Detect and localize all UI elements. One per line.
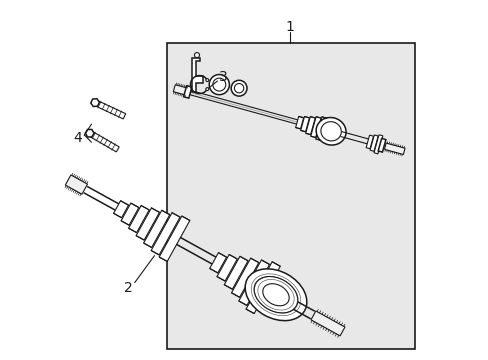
Ellipse shape <box>262 284 288 306</box>
Text: 1: 1 <box>285 20 293 34</box>
Polygon shape <box>136 208 159 240</box>
Polygon shape <box>209 253 226 273</box>
Polygon shape <box>151 213 180 255</box>
Polygon shape <box>88 131 119 152</box>
Polygon shape <box>238 260 269 305</box>
Ellipse shape <box>316 117 346 145</box>
Text: 4: 4 <box>74 131 82 144</box>
Polygon shape <box>217 255 237 281</box>
Text: 3: 3 <box>218 71 227 84</box>
Polygon shape <box>310 311 344 336</box>
Ellipse shape <box>244 269 306 321</box>
Polygon shape <box>113 201 128 218</box>
Polygon shape <box>192 58 203 92</box>
Polygon shape <box>315 117 326 140</box>
Polygon shape <box>128 206 149 233</box>
Polygon shape <box>183 86 191 98</box>
Polygon shape <box>85 130 94 137</box>
Circle shape <box>205 79 208 82</box>
Text: 2: 2 <box>124 281 133 295</box>
Circle shape <box>194 53 199 58</box>
Polygon shape <box>373 135 382 154</box>
Polygon shape <box>366 135 373 149</box>
Circle shape <box>205 88 208 91</box>
Polygon shape <box>245 262 280 314</box>
Polygon shape <box>121 203 139 225</box>
Polygon shape <box>65 175 87 194</box>
Polygon shape <box>231 258 258 297</box>
Ellipse shape <box>320 122 341 141</box>
Circle shape <box>209 75 229 95</box>
Polygon shape <box>310 117 320 138</box>
Polygon shape <box>369 135 377 151</box>
Polygon shape <box>143 210 169 248</box>
Polygon shape <box>159 216 189 261</box>
Circle shape <box>234 84 244 93</box>
Polygon shape <box>300 117 309 132</box>
Polygon shape <box>224 256 247 289</box>
Polygon shape <box>91 99 99 107</box>
Polygon shape <box>384 143 404 154</box>
Ellipse shape <box>254 276 297 313</box>
Polygon shape <box>377 139 385 152</box>
Circle shape <box>212 78 225 91</box>
Bar <box>167 43 415 349</box>
Polygon shape <box>173 85 188 95</box>
Polygon shape <box>94 100 125 119</box>
Circle shape <box>231 80 246 96</box>
Polygon shape <box>295 116 303 129</box>
Polygon shape <box>305 117 315 135</box>
